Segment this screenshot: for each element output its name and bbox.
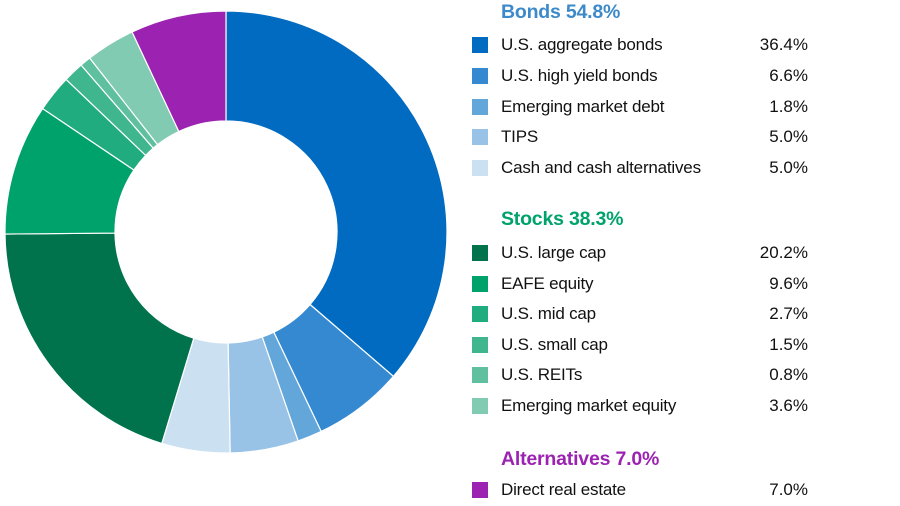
- legend-value: 0.8%: [769, 365, 808, 384]
- legend-value: 6.6%: [769, 66, 808, 85]
- legend-item: U.S. aggregate bonds 36.4%: [472, 34, 808, 56]
- legend-value: 1.5%: [769, 335, 808, 354]
- legend-item: Emerging market debt 1.8%: [472, 96, 808, 118]
- legend-label: U.S. aggregate bonds: [501, 35, 663, 54]
- legend-value: 7.0%: [769, 480, 808, 499]
- swatch-icon: [472, 306, 488, 322]
- legend-value: 9.6%: [769, 274, 808, 293]
- legend-value: 5.0%: [769, 158, 808, 177]
- legend-value: 5.0%: [769, 127, 808, 146]
- swatch-icon: [472, 245, 488, 261]
- swatch-icon: [472, 276, 488, 292]
- legend-label: Direct real estate: [501, 480, 626, 499]
- legend-item: Emerging market equity 3.6%: [472, 395, 808, 417]
- legend-item: U.S. large cap 20.2%: [472, 242, 808, 264]
- legend-value: 2.7%: [769, 304, 808, 323]
- swatch-icon: [472, 398, 488, 414]
- legend-value: 36.4%: [759, 35, 808, 54]
- swatch-icon: [472, 337, 488, 353]
- group-total: 54.8%: [565, 1, 621, 23]
- legend-item: U.S. small cap 1.5%: [472, 334, 808, 356]
- legend-label: U.S. REITs: [501, 365, 583, 384]
- legend-item: U.S. REITs 0.8%: [472, 364, 808, 386]
- legend-label: Emerging market equity: [501, 396, 677, 415]
- legend-item: Cash and cash alternatives 5.0%: [472, 157, 808, 179]
- legend-item: U.S. mid cap 2.7%: [472, 303, 808, 325]
- legend-group-title-alternatives: Alternatives 7.0%: [501, 448, 659, 471]
- swatch-icon: [472, 68, 488, 84]
- legend-group-title-stocks: Stocks 38.3%: [501, 208, 623, 231]
- swatch-icon: [472, 367, 488, 383]
- donut-chart: [4, 10, 448, 454]
- legend-value: 20.2%: [759, 243, 808, 262]
- legend-item: TIPS 5.0%: [472, 126, 808, 148]
- swatch-icon: [472, 99, 488, 115]
- legend-label: U.S. small cap: [501, 335, 608, 354]
- legend-group-title-bonds: Bonds 54.8%: [501, 1, 620, 24]
- swatch-icon: [472, 160, 488, 176]
- legend-label: Cash and cash alternatives: [501, 158, 701, 177]
- donut-slice: [4, 232, 195, 445]
- legend-label: U.S. mid cap: [501, 304, 596, 323]
- group-total: 38.3%: [568, 208, 624, 230]
- legend-label: Emerging market debt: [501, 97, 665, 116]
- legend-label: EAFE equity: [501, 274, 594, 293]
- legend-item: U.S. high yield bonds 6.6%: [472, 65, 808, 87]
- group-name: Alternatives: [501, 448, 611, 470]
- legend-item: EAFE equity 9.6%: [472, 273, 808, 295]
- legend-value: 3.6%: [769, 396, 808, 415]
- legend-label: U.S. high yield bonds: [501, 66, 658, 85]
- swatch-icon: [472, 129, 488, 145]
- group-total: 7.0%: [615, 448, 660, 470]
- legend-label: U.S. large cap: [501, 243, 606, 262]
- group-name: Bonds: [501, 1, 561, 23]
- legend-value: 1.8%: [769, 97, 808, 116]
- group-name: Stocks: [501, 208, 564, 230]
- legend-item: Direct real estate 7.0%: [472, 479, 808, 501]
- swatch-icon: [472, 482, 488, 498]
- swatch-icon: [472, 37, 488, 53]
- donut-slice: [225, 10, 448, 378]
- legend-label: TIPS: [501, 127, 538, 146]
- donut-slice: [131, 10, 227, 133]
